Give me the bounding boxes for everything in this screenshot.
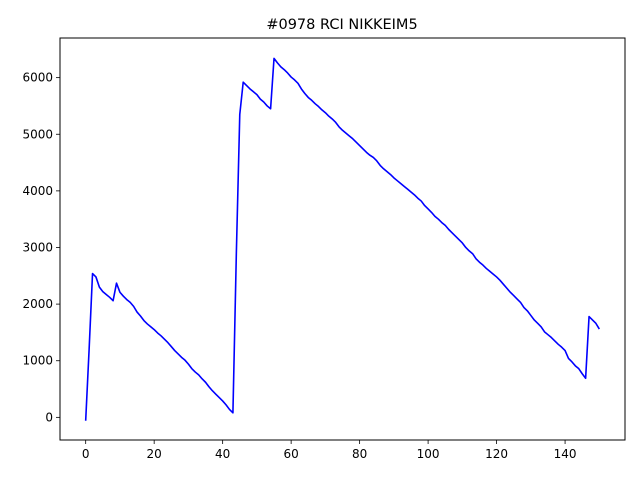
y-tick-label: 3000 (22, 240, 53, 254)
x-tick-label: 140 (554, 447, 577, 461)
y-tick-label: 5000 (22, 127, 53, 141)
x-tick-label: 120 (485, 447, 508, 461)
x-tick-label: 0 (82, 447, 90, 461)
x-tick-label: 40 (215, 447, 230, 461)
y-tick-label: 0 (45, 410, 53, 424)
x-tick-label: 100 (417, 447, 440, 461)
axes-frame (59, 37, 626, 441)
x-tick-label: 80 (352, 447, 367, 461)
x-tick-label: 60 (283, 447, 298, 461)
y-tick-label: 1000 (22, 354, 53, 368)
x-tick-label: 20 (147, 447, 162, 461)
y-tick-label: 4000 (22, 184, 53, 198)
y-tick-label: 6000 (22, 71, 53, 85)
chart-title: #0978 RCI NIKKEIM5 (266, 17, 417, 33)
y-tick-label: 2000 (22, 297, 53, 311)
axis-ticks: 0 20 40 60 80 100 120 140 0 1000 2000 3000 4000 5000 6… (22, 71, 576, 461)
plot-area (84, 57, 601, 421)
series-line (84, 57, 601, 421)
